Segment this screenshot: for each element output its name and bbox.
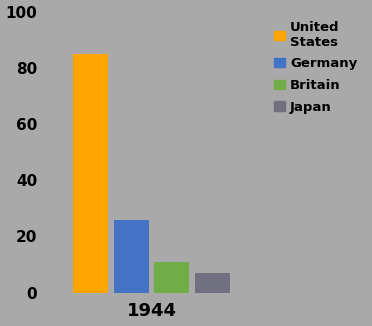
Bar [154, 262, 189, 293]
Legend: United
States, Germany, Britain, Japan: United States, Germany, Britain, Japan [272, 18, 360, 116]
Bar [195, 273, 230, 293]
Bar [73, 54, 108, 293]
Bar [114, 220, 149, 293]
